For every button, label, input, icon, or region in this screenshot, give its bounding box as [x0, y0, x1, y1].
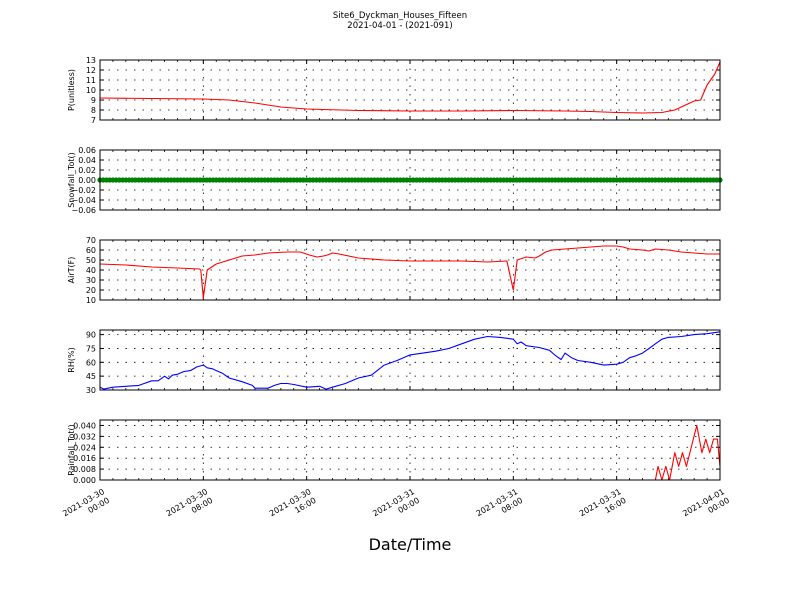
y-tick-label: 0.06: [78, 146, 96, 155]
y-axis-label: RH(%): [67, 347, 76, 372]
series-line: [99, 245, 720, 299]
y-axis-label: Rainfall_Tot(): [67, 424, 76, 476]
y-tick-label: 40: [86, 266, 96, 275]
y-tick-label: 75: [86, 344, 96, 353]
y-tick-label: 70: [86, 236, 96, 245]
series-line: [99, 61, 721, 114]
panel-frame: [99, 59, 721, 121]
chart-subtitle: 2021-04-01 - (2021-091): [347, 21, 453, 31]
y-tick-label: 13: [86, 56, 96, 65]
y-axis-label: AirT(F): [67, 257, 76, 284]
y-tick-label: −0.04: [71, 196, 96, 205]
series-line: [99, 331, 721, 390]
x-axis-label: Date/Time: [368, 535, 452, 554]
y-tick-label: 0.016: [73, 454, 96, 463]
y-tick-label: 90: [86, 331, 96, 340]
y-tick-label: 7: [91, 116, 96, 125]
y-tick-label: 0.04: [78, 156, 96, 165]
y-tick-label: 10: [86, 296, 96, 305]
y-axis-label: Snowfall_Tot(): [67, 152, 76, 208]
y-tick-label: 0.000: [73, 476, 96, 485]
y-tick-label: 60: [86, 358, 96, 367]
y-tick-label: 0.02: [78, 166, 96, 175]
y-tick-label: 20: [86, 286, 96, 295]
y-tick-label: 0.032: [73, 432, 96, 441]
panel-frame: [99, 329, 721, 391]
y-tick-label: 10: [86, 86, 96, 95]
y-tick-label: 0.00: [78, 176, 96, 185]
y-tick-label: 60: [86, 246, 96, 255]
y-tick-label: 9: [91, 96, 96, 105]
y-tick-label: 50: [86, 256, 96, 265]
y-tick-label: 30: [86, 386, 96, 395]
y-tick-label: 30: [86, 276, 96, 285]
y-axis-label: P(unitless): [67, 69, 76, 111]
panel-frame: [99, 419, 721, 481]
y-tick-label: 8: [91, 106, 96, 115]
y-tick-label: 0.040: [73, 421, 96, 430]
y-tick-label: 45: [86, 372, 96, 381]
y-tick-label: −0.02: [71, 186, 96, 195]
y-tick-label: −0.06: [71, 206, 96, 215]
series-line: [100, 424, 721, 481]
panel-frame: [99, 239, 721, 301]
y-tick-label: 11: [86, 76, 96, 85]
panel-frame: [99, 149, 721, 211]
y-tick-label: 0.024: [73, 443, 96, 452]
y-tick-label: 0.008: [73, 465, 96, 474]
chart-title: Site6_Dyckman_Houses_Fifteen: [332, 11, 468, 21]
y-tick-label: 12: [86, 66, 96, 75]
